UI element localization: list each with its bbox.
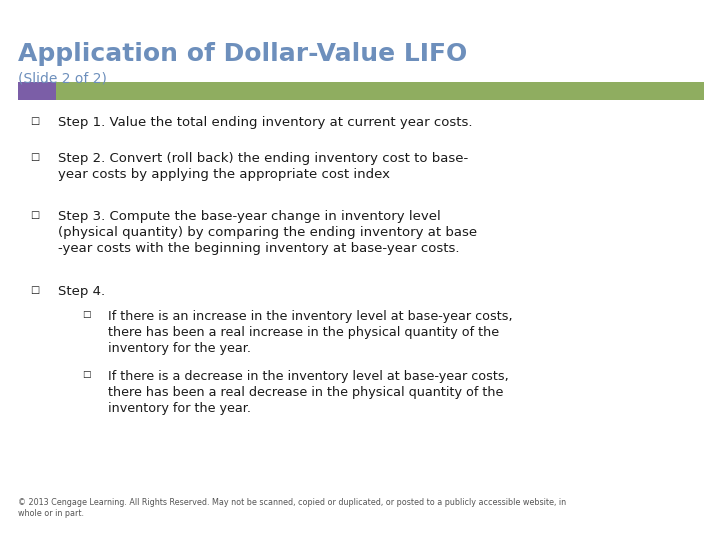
Text: □: □ [30,285,40,295]
Text: □: □ [82,370,91,379]
Text: © 2013 Cengage Learning. All Rights Reserved. May not be scanned, copied or dupl: © 2013 Cengage Learning. All Rights Rese… [18,498,566,518]
Text: □: □ [82,310,91,319]
Text: □: □ [30,210,40,220]
Text: If there is an increase in the inventory level at base-year costs,
there has bee: If there is an increase in the inventory… [108,310,513,355]
Text: Step 4.: Step 4. [58,285,105,298]
Text: □: □ [30,152,40,162]
Bar [18,82,56,100]
Text: Step 1. Value the total ending inventory at current year costs.: Step 1. Value the total ending inventory… [58,116,472,129]
Text: (Slide 2 of 2): (Slide 2 of 2) [18,72,107,86]
Text: Step 2. Convert (roll back) the ending inventory cost to base-
year costs by app: Step 2. Convert (roll back) the ending i… [58,152,468,181]
Bar [56,82,704,100]
Text: Application of Dollar-Value LIFO: Application of Dollar-Value LIFO [18,42,467,66]
Text: Step 3. Compute the base-year change in inventory level
(physical quantity) by c: Step 3. Compute the base-year change in … [58,210,477,255]
Text: If there is a decrease in the inventory level at base-year costs,
there has been: If there is a decrease in the inventory … [108,370,509,415]
Text: □: □ [30,116,40,126]
